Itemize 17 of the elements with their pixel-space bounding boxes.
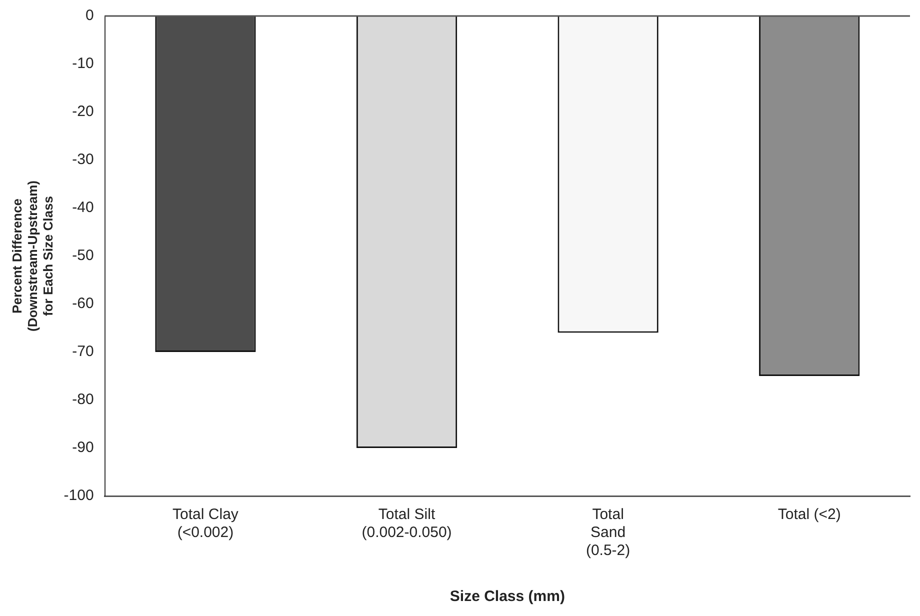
y-tick-label: -100 <box>64 487 94 504</box>
x-tick-label: Total Clay (<0.002) <box>172 506 239 542</box>
y-tick-label: -20 <box>72 103 94 120</box>
x-tick-label: Total Silt (0.002-0.050) <box>362 506 452 542</box>
x-tick-label: Total Sand (0.5-2) <box>586 506 630 560</box>
x-tick-label: Total (<2) <box>778 506 841 524</box>
y-tick-label: -70 <box>72 343 94 360</box>
y-axis-title: Percent Difference (Downstream-Upstream) for Each Size Class <box>9 180 56 332</box>
y-tick-label: -50 <box>72 247 94 264</box>
y-tick-label: -30 <box>72 151 94 168</box>
y-tick-label: -80 <box>72 391 94 408</box>
y-tick-label: -60 <box>72 295 94 312</box>
y-tick-label: 0 <box>85 7 94 24</box>
y-tick-label: -40 <box>72 199 94 216</box>
y-tick-label: -90 <box>72 439 94 456</box>
x-axis-title: Size Class (mm) <box>450 588 565 606</box>
y-tick-label: -10 <box>72 55 94 72</box>
